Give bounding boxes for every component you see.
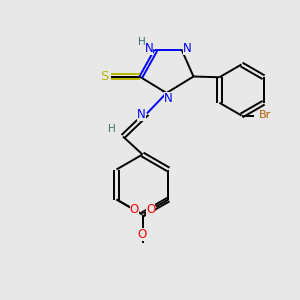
Text: Br: Br	[259, 110, 271, 121]
Text: O: O	[138, 228, 147, 242]
Text: O: O	[130, 203, 139, 216]
Text: N: N	[164, 92, 172, 105]
Text: O: O	[146, 203, 155, 216]
Text: N: N	[145, 42, 154, 56]
Text: N: N	[137, 107, 146, 121]
Text: S: S	[100, 70, 109, 83]
Text: N: N	[182, 42, 191, 56]
Text: O: O	[130, 203, 139, 216]
Text: H: H	[138, 37, 146, 47]
Text: H: H	[108, 124, 116, 134]
